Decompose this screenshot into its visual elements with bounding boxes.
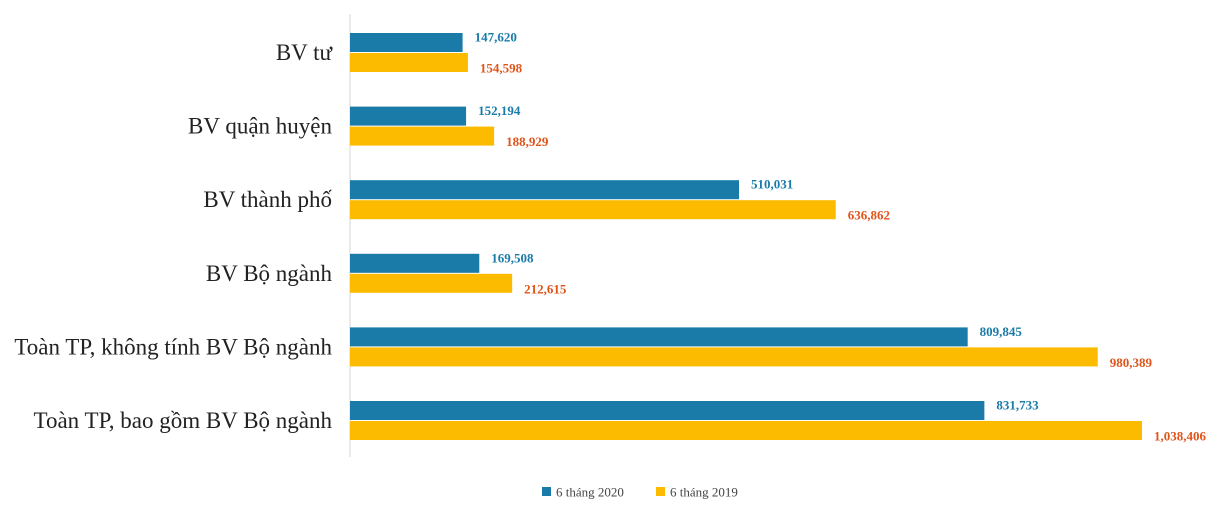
category-label: Toàn TP, bao gồm BV Bộ ngành [34,408,333,433]
value-label-2020: 147,620 [475,30,517,45]
legend: 6 tháng 2020 6 tháng 2019 [542,485,738,500]
value-label-2019: 212,615 [524,281,567,296]
legend-label-2020: 6 tháng 2020 [556,485,624,500]
bar-2020 [350,180,740,200]
legend-swatch-2020 [542,487,551,496]
bar-2019 [350,273,513,293]
bar-2019 [350,421,1142,440]
value-label-2020: 169,508 [491,250,534,265]
legend-swatch-2019 [656,487,665,496]
bar-2020 [350,327,968,347]
value-label-2020: 809,845 [980,324,1023,339]
value-label-2019: 188,929 [506,134,549,149]
category-label: BV Bộ ngành [206,261,333,286]
bar-2020 [350,401,985,420]
bar-2019 [350,200,836,220]
bar-2020 [350,253,480,273]
bar-2019 [350,126,495,146]
value-label-2019: 1,038,406 [1154,429,1207,444]
value-label-2020: 510,031 [751,177,793,192]
value-labels: 147,620 154,598 152,194 188,929 510,031 636,8… [475,30,1207,444]
category-label: BV tư [276,40,334,65]
category-label: BV thành phố [203,187,332,212]
value-label-2019: 636,862 [848,208,890,223]
value-label-2019: 154,598 [480,61,523,76]
bars [350,33,1142,440]
value-label-2020: 152,194 [478,103,521,118]
category-labels: BV tư BV quận huyện BV thành phố BV Bộ ngàn… [14,40,333,433]
legend-label-2019: 6 tháng 2019 [670,485,738,500]
bar-2019 [350,53,468,72]
value-label-2020: 831,733 [996,398,1039,413]
bar-2020 [350,106,467,126]
bar-2020 [350,33,463,52]
value-label-2019: 980,389 [1110,355,1153,370]
category-label: Toàn TP, không tính BV Bộ ngành [14,334,332,359]
category-label: BV quận huyện [188,114,332,139]
bar-2019 [350,347,1098,367]
